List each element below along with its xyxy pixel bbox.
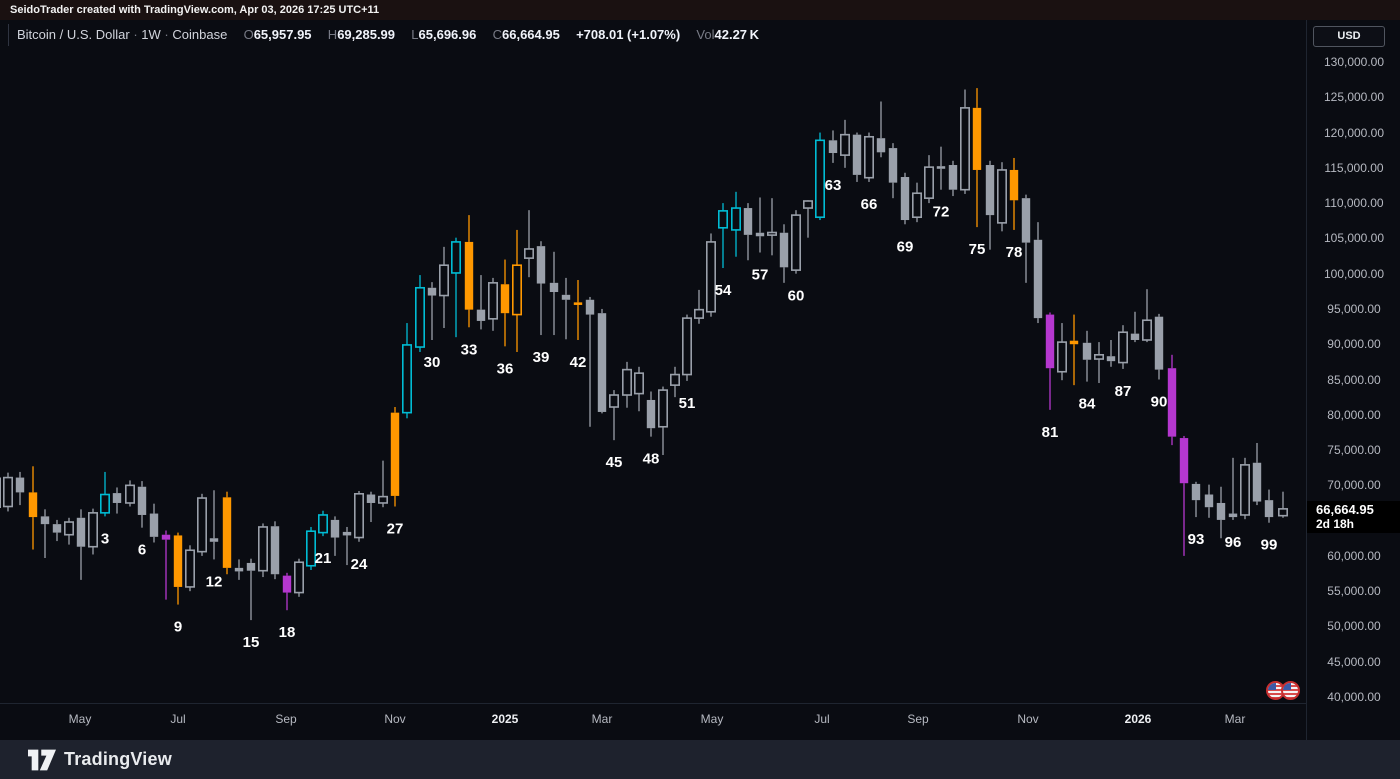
price-axis[interactable]: 130,000.00 125,000.00 120,000.00 115,000.00… (1306, 20, 1400, 740)
close-label: C (492, 27, 502, 42)
time-tick-label: Sep (275, 712, 297, 726)
time-tick-label: Sep (907, 712, 929, 726)
svg-text:9: 9 (174, 619, 182, 636)
svg-text:39: 39 (533, 349, 550, 366)
volume-value: 42.27 K (714, 27, 760, 42)
price-tick-label: 40,000.00 (1327, 690, 1381, 704)
svg-text:78: 78 (1006, 244, 1023, 261)
svg-text:87: 87 (1115, 383, 1132, 400)
watermark-banner: SeidoTrader created with TradingView.com… (0, 0, 1400, 20)
svg-text:93: 93 (1188, 531, 1205, 548)
svg-text:33: 33 (461, 341, 478, 358)
svg-text:81: 81 (1042, 424, 1059, 441)
time-tick-label: May (68, 712, 92, 726)
volume-label: Vol (696, 27, 715, 42)
price-tick-label: 120,000.00 (1323, 125, 1385, 140)
svg-text:30: 30 (424, 354, 441, 371)
svg-text:54: 54 (715, 282, 732, 299)
price-tick-label: 50,000.00 (1327, 619, 1381, 634)
svg-text:6: 6 (138, 542, 146, 559)
svg-text:42: 42 (570, 354, 587, 371)
footer-bar: TradingView (0, 740, 1400, 779)
svg-text:63: 63 (825, 177, 842, 194)
svg-text:75: 75 (969, 241, 986, 258)
legend-separator: · (164, 27, 169, 42)
svg-text:84: 84 (1079, 396, 1096, 413)
tradingview-brand-text: TradingView (64, 749, 172, 769)
price-tick-label: 80,000.00 (1327, 407, 1381, 422)
price-tick-label: 75,000.00 (1327, 443, 1381, 458)
svg-text:27: 27 (387, 521, 404, 538)
time-tick-label: Nov (384, 712, 406, 726)
price-tick-label: 85,000.00 (1327, 372, 1381, 387)
interval-label: 1W (141, 27, 161, 42)
low-value: 65,696.96 (418, 27, 477, 42)
price-tick-label: 55,000.00 (1327, 584, 1381, 599)
svg-text:66: 66 (861, 196, 878, 213)
symbol-title: Bitcoin / U.S. Dollar (17, 27, 130, 42)
time-tick-label: 2026 (1124, 712, 1152, 726)
price-tick-label: 60,000.00 (1327, 548, 1381, 563)
currency-toggle-button[interactable]: USD (1313, 26, 1385, 47)
svg-text:45: 45 (606, 454, 623, 471)
svg-text:24: 24 (351, 556, 368, 573)
svg-text:12: 12 (206, 573, 223, 590)
svg-text:72: 72 (933, 204, 950, 221)
price-tick-label: 45,000.00 (1327, 654, 1381, 669)
exchange-label: Coinbase (172, 27, 228, 42)
close-value: 66,664.95 (502, 27, 560, 42)
svg-text:51: 51 (679, 395, 696, 412)
open-value: 65,957.95 (253, 27, 312, 42)
last-price-value: 66,664.95 (1316, 502, 1374, 517)
us-flags-sticker[interactable] (1266, 681, 1306, 703)
svg-text:57: 57 (752, 267, 769, 284)
time-tick-label: Jul (814, 712, 830, 726)
change-value: +708.01 (+1.07%) (576, 27, 681, 42)
open-label: O (243, 27, 254, 42)
tradingview-mark-icon (28, 749, 56, 770)
svg-text:36: 36 (497, 360, 514, 377)
svg-text:96: 96 (1225, 534, 1242, 551)
price-tick-label: 125,000.00 (1323, 90, 1385, 105)
price-tick-label: 100,000.00 (1323, 266, 1385, 281)
price-tick-label: 90,000.00 (1327, 337, 1381, 352)
svg-text:60: 60 (788, 288, 805, 305)
high-value: 69,285.99 (337, 27, 396, 42)
us-flag-icon (1281, 681, 1300, 700)
price-tick-label: 115,000.00 (1324, 160, 1384, 175)
svg-text:99: 99 (1261, 537, 1278, 554)
price-tick-label: 130,000.00 (1323, 55, 1385, 69)
bar-countdown: 2d 18h (1316, 517, 1355, 531)
time-tick-label: May (700, 712, 724, 726)
svg-text:3: 3 (101, 530, 109, 547)
time-tick-label: 2025 (491, 712, 519, 726)
last-price-tag: 66,664.95 2d 18h (1307, 501, 1400, 533)
svg-text:69: 69 (897, 238, 914, 255)
svg-text:48: 48 (643, 451, 660, 468)
svg-text:18: 18 (279, 624, 296, 641)
time-tick-label: Jul (170, 712, 186, 726)
time-tick-label: Mar (591, 712, 613, 726)
time-axis[interactable]: May Jul Sep Nov 2025 Mar May Jul Sep Nov 2026 Mar (0, 703, 1306, 741)
symbol-legend[interactable]: Bitcoin / U.S. Dollar · 1W · Coinbase O6… (8, 24, 759, 46)
svg-text:90: 90 (1151, 394, 1168, 411)
price-tick-label: 110,000.00 (1324, 196, 1384, 211)
legend-separator: · (133, 27, 138, 42)
price-tick-label: 105,000.00 (1323, 231, 1385, 246)
tradingview-logo[interactable]: TradingView (28, 749, 172, 771)
price-tick-label: 95,000.00 (1327, 301, 1381, 316)
time-tick-label: Mar (1224, 712, 1246, 726)
time-tick-label: Nov (1017, 712, 1039, 726)
price-tick-label: 70,000.00 (1327, 478, 1381, 493)
svg-text:21: 21 (315, 550, 332, 567)
low-label: L (411, 27, 419, 42)
high-label: H (327, 27, 338, 42)
svg-text:15: 15 (243, 634, 260, 651)
